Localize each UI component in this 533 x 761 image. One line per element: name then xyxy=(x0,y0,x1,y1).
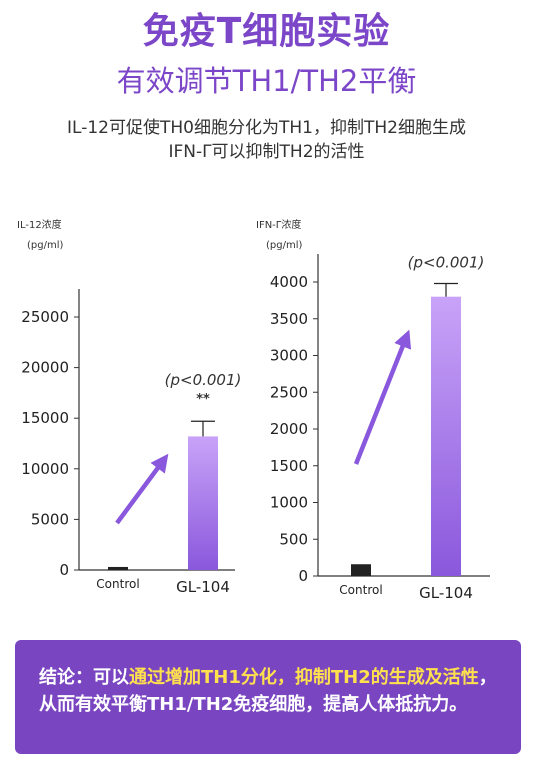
chart-1-ytick-label: 15000 xyxy=(21,409,69,427)
description: IL-12可促使TH0细胞分化为TH1，抑制TH2细胞生成 IFN-Γ可以抑制T… xyxy=(0,116,533,164)
chart-2-ylabel-line-2: (pg/ml) xyxy=(266,240,302,251)
description-line-1: IL-12可促使TH0细胞分化为TH1，抑制TH2细胞生成 xyxy=(67,118,466,138)
chart-1-ytick-label: 20000 xyxy=(21,359,69,377)
chart-2-ytick-label: 500 xyxy=(279,530,308,548)
chart-2-ytick-label: 1500 xyxy=(270,457,308,475)
chart-1-bar-gl-104 xyxy=(188,436,218,570)
conclusion-prefix: 结论：可以 xyxy=(39,667,129,688)
chart-1-bar-control xyxy=(108,566,128,570)
bar-charts: IL-12浓度(pg/ml)0500010000150002000025000C… xyxy=(17,218,490,602)
page-subtitle: 有效调节TH1/TH2平衡 xyxy=(116,64,417,98)
chart-2-ytick-label: 0 xyxy=(298,567,308,585)
chart-1-ylabel-line-2: (pg/ml) xyxy=(27,240,63,251)
conclusion-highlight: 通过增加TH1分化，抑制TH2的生成及活性 xyxy=(129,667,479,688)
chart-1-xtick-label: Control xyxy=(96,577,139,591)
chart-1-ylabel-line-1: IL-12浓度 xyxy=(17,218,62,231)
chart-2-ytick-label: 4000 xyxy=(270,273,308,291)
description-line-2: IFN-Γ可以抑制TH2的活性 xyxy=(168,142,365,162)
conclusion-suffix: ，从而有效平衡TH1/TH2免疫细胞，提高人体抵抗力。 xyxy=(39,667,497,715)
chart-2-xtick-label: Control xyxy=(339,583,382,597)
chart-2-bar-gl-104 xyxy=(431,296,461,576)
chart-2-ytick-label: 2000 xyxy=(270,420,308,438)
chart-1-ytick-label: 10000 xyxy=(21,460,69,478)
chart-2-ytick-label: 3000 xyxy=(270,347,308,365)
chart-2-ylabel-line-1: IFN-Γ浓度 xyxy=(256,218,301,231)
chart-1-p-value-annotation: (p<0.001) xyxy=(165,371,242,389)
chart-2-xtick-label: GL-104 xyxy=(419,584,473,602)
chart-1-ytick-label: 5000 xyxy=(31,510,69,528)
chart-1-ytick-label: 25000 xyxy=(21,308,69,326)
chart-2-ytick-label: 1000 xyxy=(270,494,308,512)
chart-2-bar-control xyxy=(351,564,371,576)
chart-2-trend-arrow-icon xyxy=(353,329,412,465)
chart-1-ytick-label: 0 xyxy=(59,561,69,579)
page-title: 免疫T细胞实验 xyxy=(142,11,391,52)
chart-2-ytick-label: 3500 xyxy=(270,310,308,328)
chart-2-p-value-annotation: (p<0.001) xyxy=(408,253,485,271)
conclusion-panel: 结论：可以通过增加TH1分化，抑制TH2的生成及活性，从而有效平衡TH1/TH2… xyxy=(15,640,521,754)
chart-1-significance-marker: ** xyxy=(196,392,210,407)
chart-2-ytick-label: 2500 xyxy=(270,383,308,401)
chart-1-trend-arrow-icon xyxy=(115,453,169,525)
chart-1-xtick-label: GL-104 xyxy=(176,578,230,596)
